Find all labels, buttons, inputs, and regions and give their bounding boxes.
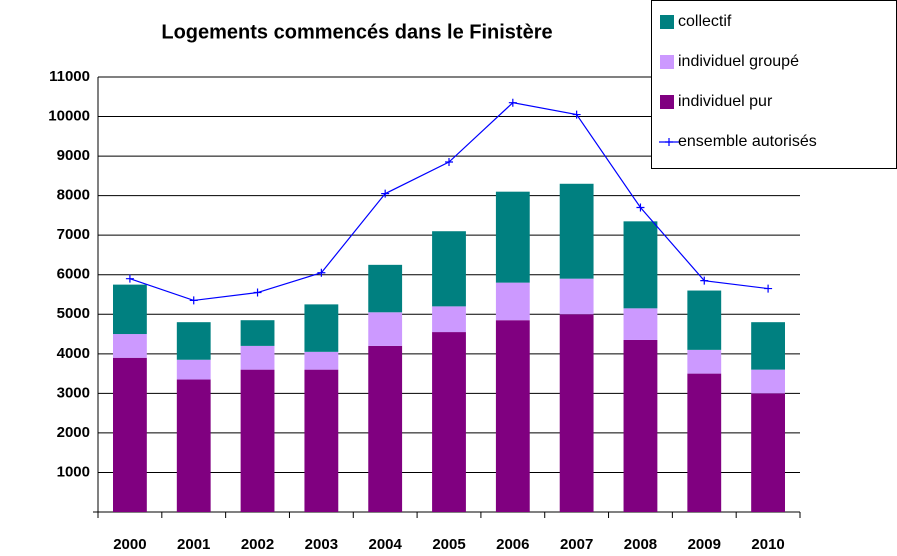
bar-segment (112, 334, 147, 358)
bar-segment (112, 357, 147, 512)
x-tick-label: 2000 (113, 536, 146, 553)
bar-segment (687, 349, 722, 374)
x-tick-label: 2004 (368, 536, 402, 553)
bar-segment (176, 322, 211, 360)
bar-segment (559, 278, 594, 315)
y-tick-label: 6000 (57, 266, 90, 283)
y-tick-label: 3000 (57, 384, 90, 401)
marker (572, 110, 581, 119)
marker (317, 268, 326, 277)
x-tick-label: 2001 (177, 536, 210, 553)
bar-segment (623, 308, 658, 340)
x-tick-label: 2002 (241, 536, 274, 553)
marker (764, 284, 773, 293)
bar-segment (304, 304, 339, 352)
y-tick-label: 7000 (57, 226, 90, 243)
bar-segment (112, 284, 147, 335)
marker (445, 158, 453, 167)
y-tick-label: 1000 (57, 463, 90, 480)
x-tick-label: 2005 (432, 536, 465, 553)
y-tick-label: 11000 (49, 68, 90, 85)
marker (636, 203, 645, 212)
bar-segment (240, 345, 275, 370)
bar-segment (432, 332, 466, 512)
legend-label: individuel groupé (678, 53, 799, 70)
bar-segment (368, 345, 403, 512)
x-tick-label: 2006 (496, 536, 529, 553)
legend-marker (665, 138, 673, 146)
bar-segment (495, 191, 530, 283)
legend-label: collectif (678, 13, 732, 30)
y-tick-label: 5000 (57, 305, 90, 322)
bar-segment (687, 373, 722, 512)
marker (189, 296, 198, 305)
x-tick-label: 2008 (624, 536, 657, 553)
y-tick-label: 10000 (48, 108, 90, 125)
bar-segment (368, 264, 403, 313)
y-tick-label: 8000 (57, 187, 90, 204)
bar-segment (304, 351, 339, 370)
legend-swatch (660, 15, 674, 29)
marker (508, 98, 517, 107)
bar-segment (623, 221, 658, 309)
legend-swatch (660, 95, 674, 109)
y-tick-label: 2000 (57, 424, 90, 441)
bar-segment (240, 369, 275, 512)
bar-segment (751, 393, 786, 512)
y-tick-label: 4000 (57, 345, 90, 362)
bar-segment (176, 359, 211, 380)
bar-segment (240, 320, 275, 346)
bar-segment (559, 183, 594, 279)
bar-segment (176, 379, 211, 512)
x-tick-label: 2010 (751, 536, 784, 553)
bar-segment (432, 306, 466, 333)
bar-segment (495, 282, 530, 321)
y-tick-label: 9000 (57, 147, 90, 164)
x-tick-label: 2009 (688, 536, 721, 553)
bar-segment (495, 320, 530, 512)
bar-segment (304, 369, 339, 512)
legend-label: individuel pur (678, 93, 773, 110)
x-tick-label: 2003 (305, 536, 338, 553)
bar-segment (623, 339, 658, 512)
legend-box (651, 0, 897, 169)
bar-segment (368, 312, 403, 346)
bar-segment (687, 290, 722, 350)
legend-label: ensemble autorisés (678, 133, 817, 150)
bar-segment (432, 231, 466, 307)
marker (700, 276, 709, 285)
bar-segment (751, 369, 786, 394)
marker (253, 288, 262, 297)
marker (125, 274, 134, 283)
bar-segment (559, 314, 594, 512)
chart-title: Logements commencés dans le Finistère (161, 21, 552, 43)
bar-segment (751, 322, 786, 370)
marker (381, 189, 390, 198)
legend-swatch (660, 55, 674, 69)
x-tick-label: 2007 (560, 536, 593, 553)
